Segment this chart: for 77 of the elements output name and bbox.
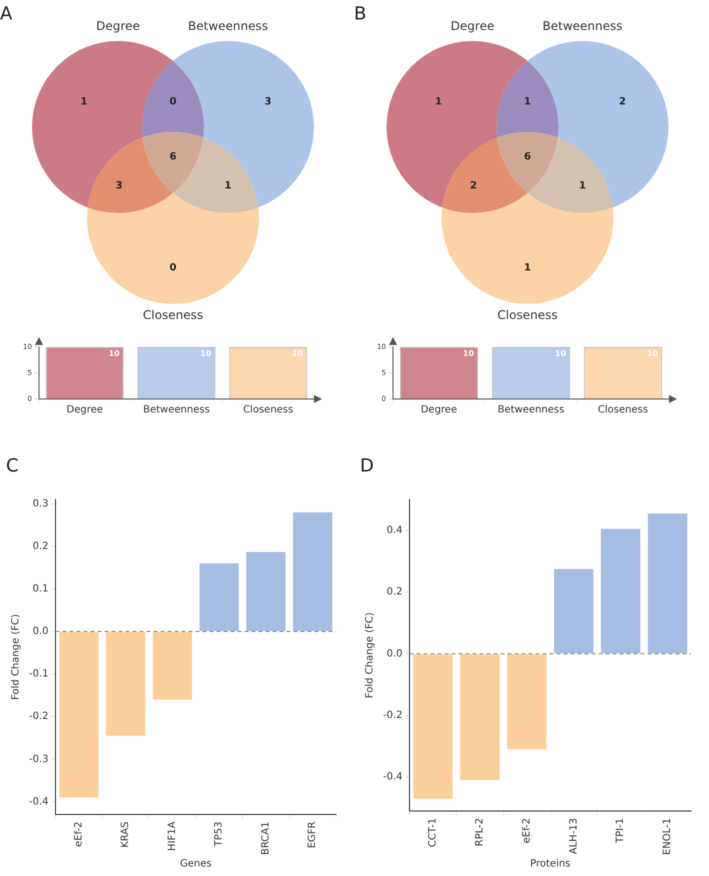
text: 1 xyxy=(80,96,88,108)
x-tick-label: EGFR xyxy=(307,821,318,848)
bar xyxy=(460,654,500,780)
text: 3 xyxy=(116,180,123,192)
y-tick-label: 0.0 xyxy=(386,648,403,660)
text: 3 xyxy=(264,96,272,108)
text: Betweenness xyxy=(188,19,268,34)
bar xyxy=(106,632,146,736)
y-axis-title: Fold Change (FC) xyxy=(364,612,376,698)
y-tick-label: 0.0 xyxy=(32,626,49,638)
x-tick-label: eEf-2 xyxy=(521,818,532,844)
y-tick-label: -0.2 xyxy=(382,710,403,721)
bar xyxy=(199,563,239,632)
x-tick-label: Betweenness xyxy=(143,404,210,416)
x-tick-label: RPL-2 xyxy=(474,818,486,846)
text: A xyxy=(0,3,13,24)
text: 0 xyxy=(170,96,177,108)
x-tick-label: KRAS xyxy=(120,822,132,848)
x-tick-label: TP53 xyxy=(214,822,225,848)
text: 1 xyxy=(524,262,532,274)
text: Degree xyxy=(450,19,494,34)
x-tick-label: eEf-2 xyxy=(73,822,84,847)
x-tick-label: Betweenness xyxy=(498,404,564,416)
y-tick-label: -0.1 xyxy=(28,668,49,680)
bar xyxy=(554,568,594,654)
y-tick-label: -0.4 xyxy=(28,796,49,808)
text: 1 xyxy=(524,96,532,108)
text: 6 xyxy=(170,152,177,163)
x-tick-label: TPI-1 xyxy=(615,818,626,844)
text: Degree xyxy=(96,19,140,34)
x-tick-label: CCT-1 xyxy=(428,818,439,848)
text: 2 xyxy=(470,180,478,192)
x-axis-title: Proteins xyxy=(530,858,570,870)
data-label: 10 xyxy=(554,349,566,358)
x-tick-label: HIF1A xyxy=(166,821,178,851)
y-tick-label: 0.3 xyxy=(32,498,49,510)
y-axis-title: Fold Change (FC) xyxy=(10,614,22,700)
bar xyxy=(507,654,547,750)
data-label: 10 xyxy=(108,349,120,358)
bar xyxy=(246,552,286,632)
bar xyxy=(292,512,332,632)
text: 0 xyxy=(170,262,177,274)
x-tick-label: ENOL-1 xyxy=(662,818,674,856)
y-tick-label: -0.2 xyxy=(28,711,49,722)
data-label: 10 xyxy=(200,349,212,358)
x-tick-label: ALH-13 xyxy=(568,818,580,854)
data-label: 10 xyxy=(292,349,304,358)
y-tick-label: 0.2 xyxy=(32,541,49,552)
text: 1 xyxy=(435,96,442,108)
text: 1 xyxy=(224,180,232,192)
text: 6 xyxy=(524,152,532,163)
text: 2 xyxy=(619,96,626,108)
text: Closeness xyxy=(497,308,558,322)
x-tick-label: BRCA1 xyxy=(260,822,272,856)
x-tick-label: Closeness xyxy=(243,404,294,416)
text: Betweenness xyxy=(542,19,622,34)
bar xyxy=(648,513,688,654)
y-tick-label: 0.2 xyxy=(386,586,403,598)
x-tick-label: Degree xyxy=(66,404,103,416)
x-tick-label: Closeness xyxy=(598,404,648,416)
y-tick-label: 0.1 xyxy=(32,584,49,595)
y-tick-label: -0.4 xyxy=(382,772,403,783)
chart-title: C xyxy=(6,455,19,476)
data-label: 10 xyxy=(646,349,659,358)
text: Closeness xyxy=(142,308,204,322)
text: B xyxy=(354,3,366,24)
text: 1 xyxy=(579,180,586,192)
x-axis-title: Genes xyxy=(180,858,212,870)
bar xyxy=(59,632,99,798)
chart-title: D xyxy=(360,455,374,476)
bar xyxy=(152,632,192,700)
x-tick-label: Degree xyxy=(420,404,458,416)
data-label: 10 xyxy=(462,349,474,358)
bar xyxy=(600,528,640,654)
y-tick-label: 0.4 xyxy=(386,525,403,536)
bar xyxy=(413,654,453,799)
y-tick-label: -0.3 xyxy=(28,754,49,765)
